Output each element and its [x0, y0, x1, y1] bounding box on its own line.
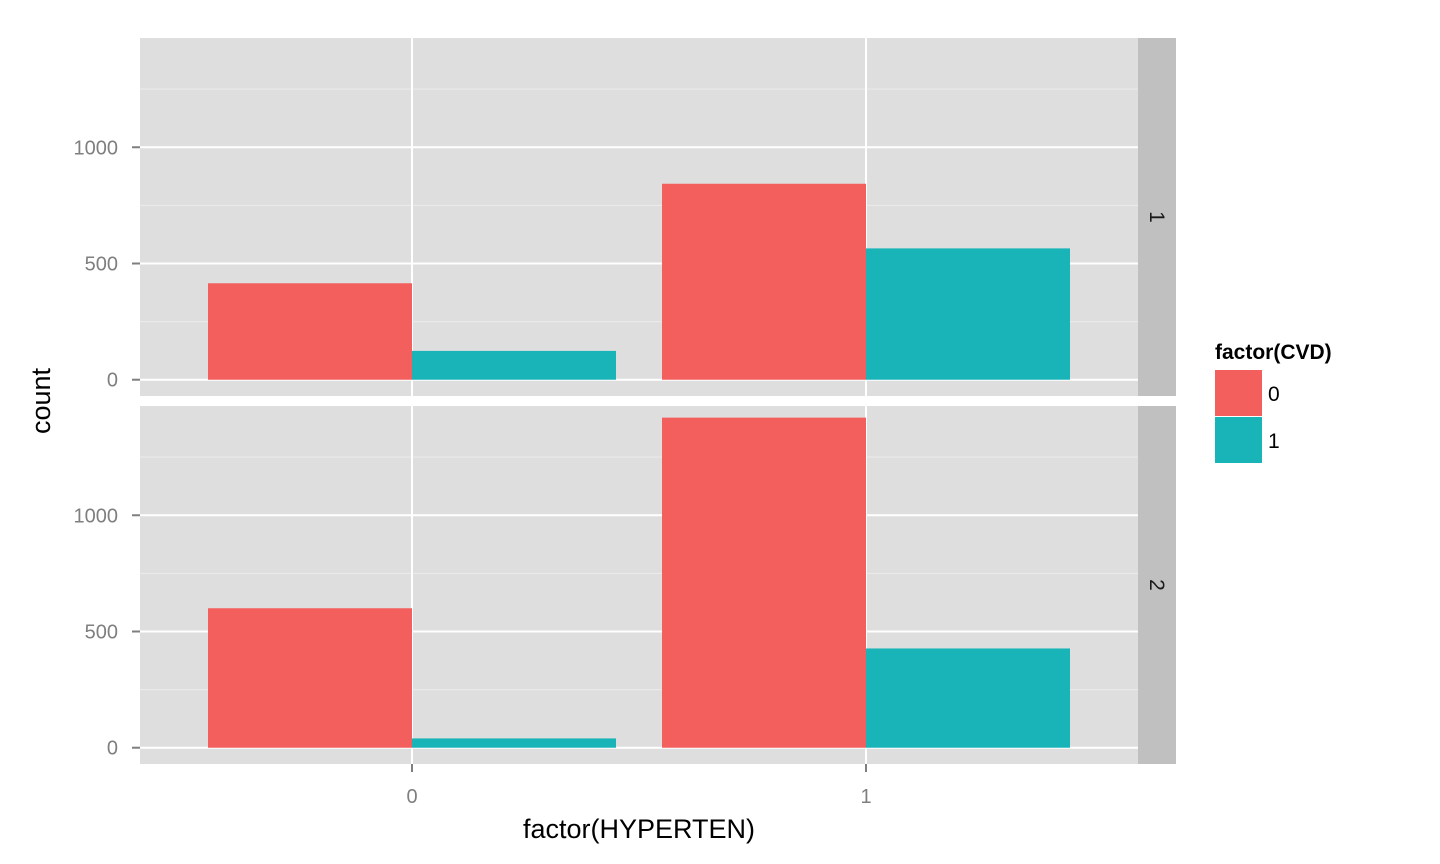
legend-key-swatch	[1215, 370, 1262, 416]
y-tick-label: 1000	[74, 505, 119, 527]
legend-key-label: 1	[1268, 430, 1280, 453]
y-tick-label: 1000	[74, 137, 119, 159]
bar-cvd1-hyperten1	[866, 648, 1070, 748]
x-axis-title: factor(HYPERTEN)	[523, 814, 755, 844]
bar-cvd0-hyperten1	[662, 183, 866, 380]
facet-panel-2: 0 500 1000 2	[74, 406, 1176, 764]
bar-cvd1-hyperten1	[866, 248, 1070, 380]
bar-cvd0-hyperten0	[208, 608, 412, 748]
legend-title: factor(CVD)	[1215, 341, 1332, 364]
bar-cvd1-hyperten0	[412, 350, 616, 380]
legend-key-swatch	[1215, 417, 1262, 463]
y-tick-label: 0	[107, 738, 118, 760]
x-tick-label: 1	[860, 786, 871, 808]
legend-key-label: 0	[1268, 383, 1280, 406]
y-tick-label: 500	[85, 621, 118, 643]
panels-layer: 0 500 1000 1 0 500 1000 2	[74, 38, 1176, 764]
x-tick-label: 0	[406, 786, 417, 808]
facet-strip-label: 1	[1145, 211, 1168, 223]
y-tick-label: 500	[85, 253, 118, 275]
facet-panel-1: 0 500 1000 1	[74, 38, 1176, 396]
y-tick-label: 0	[107, 370, 118, 392]
facet-strip-label: 2	[1145, 579, 1168, 591]
bar-cvd0-hyperten1	[662, 417, 866, 748]
bar-cvd1-hyperten0	[412, 738, 616, 748]
y-axis-title: count	[26, 367, 56, 434]
bar-cvd0-hyperten0	[208, 283, 412, 380]
facet-strip	[1138, 406, 1176, 764]
legend-keys: 01	[1215, 370, 1280, 463]
facet-strip	[1138, 38, 1176, 396]
legend: factor(CVD) 01	[1215, 341, 1332, 463]
